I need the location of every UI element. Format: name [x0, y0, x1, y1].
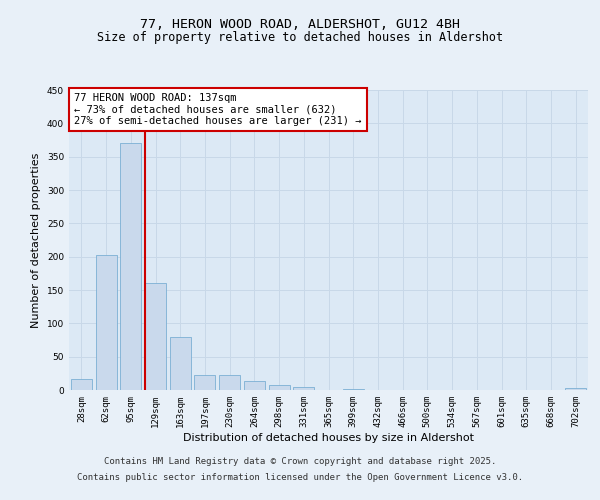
Text: Contains public sector information licensed under the Open Government Licence v3: Contains public sector information licen… [77, 472, 523, 482]
X-axis label: Distribution of detached houses by size in Aldershot: Distribution of detached houses by size … [183, 432, 474, 442]
Text: Size of property relative to detached houses in Aldershot: Size of property relative to detached ho… [97, 31, 503, 44]
Bar [71, 378, 92, 390]
Text: Contains HM Land Registry data © Crown copyright and database right 2025.: Contains HM Land Registry data © Crown c… [104, 458, 496, 466]
Bar [95, 256, 116, 390]
Bar [170, 336, 191, 390]
Bar [244, 382, 265, 390]
Bar [293, 388, 314, 390]
Bar [145, 284, 166, 390]
Bar [219, 376, 240, 390]
Text: 77 HERON WOOD ROAD: 137sqm
← 73% of detached houses are smaller (632)
27% of sem: 77 HERON WOOD ROAD: 137sqm ← 73% of deta… [74, 93, 362, 126]
Bar [269, 386, 290, 390]
Y-axis label: Number of detached properties: Number of detached properties [31, 152, 41, 328]
Bar [120, 144, 141, 390]
Text: 77, HERON WOOD ROAD, ALDERSHOT, GU12 4BH: 77, HERON WOOD ROAD, ALDERSHOT, GU12 4BH [140, 18, 460, 30]
Bar [194, 376, 215, 390]
Bar [565, 388, 586, 390]
